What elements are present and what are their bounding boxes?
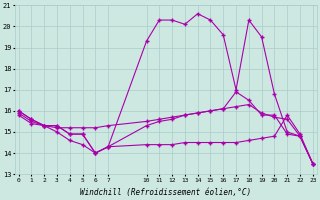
X-axis label: Windchill (Refroidissement éolien,°C): Windchill (Refroidissement éolien,°C) [80,188,251,197]
